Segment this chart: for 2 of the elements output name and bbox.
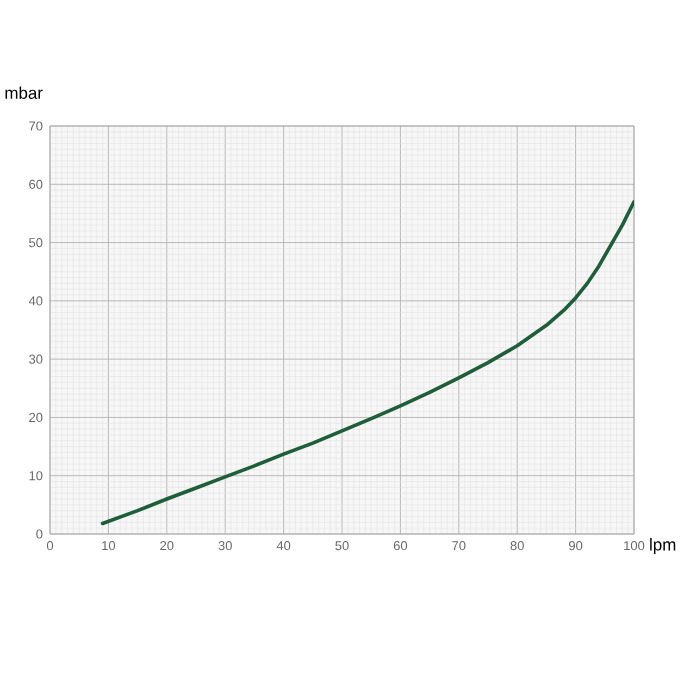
y-axis-title: mbar bbox=[5, 86, 43, 99]
x-axis-title: lpm bbox=[650, 538, 676, 554]
